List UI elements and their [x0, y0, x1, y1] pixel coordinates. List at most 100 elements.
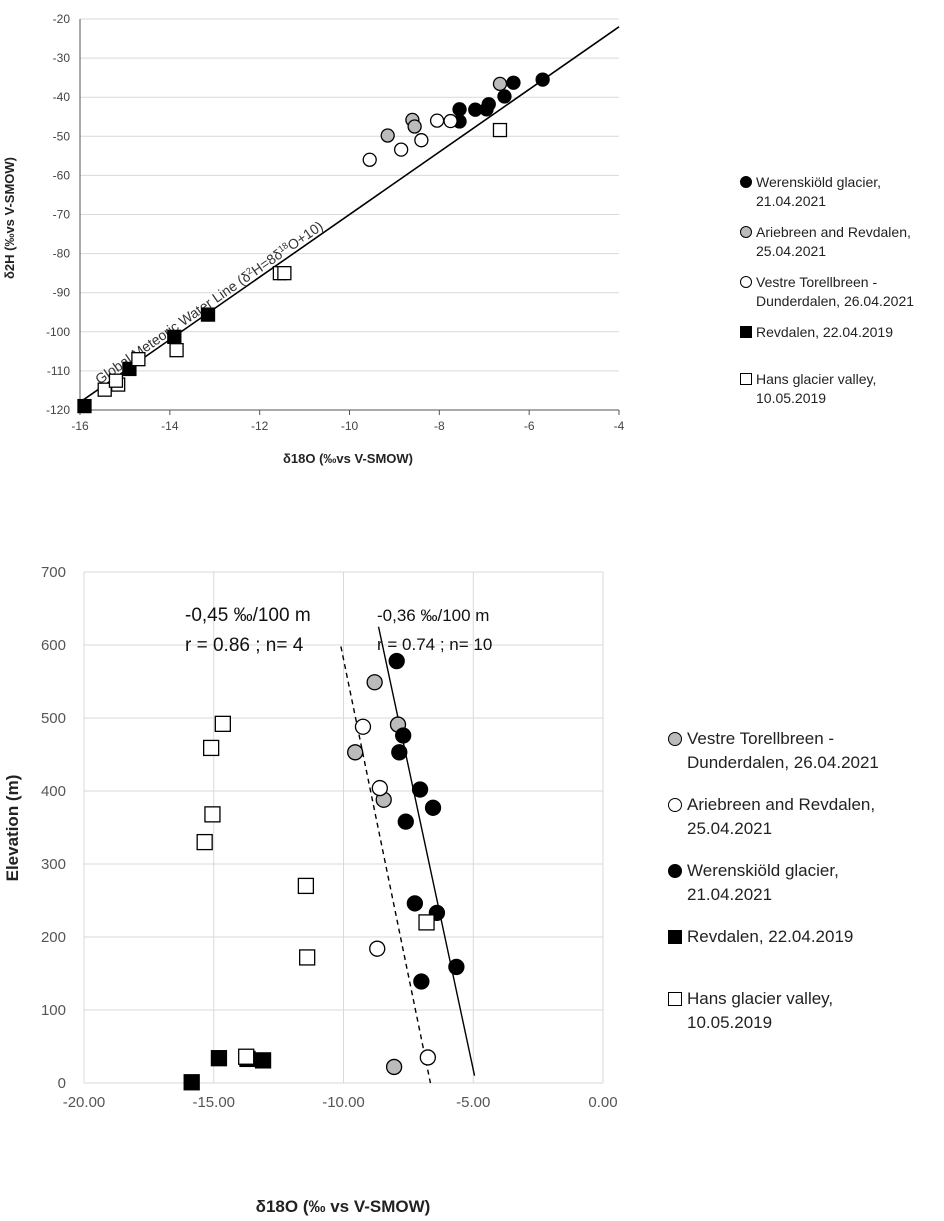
c2-legend-item: Ariebreen and Revdalen, 25.04.2021 — [668, 793, 944, 841]
data-point — [468, 102, 483, 117]
data-point — [169, 343, 184, 358]
c2-annotation-left-stats: r = 0.86 ; n= 4 — [185, 635, 304, 656]
trendline — [377, 626, 476, 1076]
data-point — [254, 1052, 272, 1069]
data-point — [406, 895, 424, 912]
data-point — [411, 781, 429, 798]
trendline — [340, 646, 432, 1084]
data-point — [506, 75, 521, 90]
x-tick-label: -10 — [341, 419, 359, 433]
data-point — [419, 1049, 436, 1066]
y-tick-label: -120 — [46, 403, 70, 417]
data-point — [388, 652, 405, 670]
grey-circle-icon — [668, 732, 682, 746]
data-point — [395, 727, 412, 744]
c1-legend-label: Revdalen, 22.04.2019 — [756, 324, 893, 340]
x-tick-label: -6 — [524, 419, 535, 433]
c2-legend-label: Ariebreen and Revdalen, 25.04.2021 — [687, 795, 876, 838]
data-point — [362, 152, 377, 167]
y-tick-label: -30 — [53, 51, 71, 65]
data-point — [391, 744, 408, 761]
c1-legend-label: Ariebreen and Revdalen, 25.04.2021 — [756, 224, 911, 259]
data-point — [414, 133, 429, 148]
c1-gridlines — [80, 18, 619, 372]
c1-legend-item: Revdalen, 22.04.2019 — [740, 323, 944, 342]
c2-gridlines — [83, 571, 604, 1084]
data-point — [167, 329, 182, 345]
data-point — [407, 119, 422, 134]
c1-legend-item: Werenskiöld glacier, 21.04.2021 — [740, 173, 944, 211]
c2-legend-label: Revdalen, 22.04.2019 — [687, 927, 854, 946]
y-tick-label: 700 — [41, 564, 66, 581]
y-tick-label: -70 — [53, 208, 71, 222]
c1-legend-item: Hans glacier valley, 10.05.2019 — [740, 370, 944, 408]
data-point — [371, 779, 388, 797]
c2-legend-item: Hans glacier valley, 10.05.2019 — [668, 987, 944, 1035]
data-point — [397, 813, 414, 830]
y-tick-label: -110 — [47, 364, 70, 378]
open-circle-icon — [668, 798, 682, 812]
filled-circle-icon — [668, 864, 682, 878]
c1-legend-label: Vestre Torellbreen - Dunderdalen, 26.04.… — [756, 274, 915, 309]
data-point — [452, 102, 467, 117]
c2-y-axis-title: Elevation (m) — [3, 775, 22, 882]
data-point — [347, 744, 364, 761]
y-tick-label: -90 — [53, 286, 71, 300]
superscript: 18 — [276, 240, 290, 254]
data-point — [299, 949, 316, 966]
data-point — [366, 674, 383, 691]
data-point — [448, 958, 465, 976]
data-point — [183, 1074, 200, 1091]
open-circle-icon — [740, 276, 752, 288]
c2-annotation-right-stats: r = 0.74 ; n= 10 — [377, 635, 492, 654]
c2-x-axis-title: δ18O (‰ vs V-SMOW) — [256, 1197, 431, 1216]
grey-circle-icon — [740, 226, 752, 238]
y-tick-label: -100 — [46, 325, 70, 339]
data-point — [369, 940, 386, 957]
filled-circle-icon — [740, 176, 752, 188]
c1-data-points — [77, 72, 550, 414]
x-tick-label: -5.00 — [456, 1094, 490, 1111]
c1-x-axis-title: δ18O (‰vs V-SMOW) — [283, 451, 413, 466]
x-tick-label: -10.00 — [322, 1094, 365, 1111]
open-square-icon — [740, 373, 752, 385]
y-tick-label: 300 — [41, 856, 66, 873]
c1-legend-label: Hans glacier valley, 10.05.2019 — [756, 371, 877, 406]
x-tick-label: -8 — [434, 419, 445, 433]
data-point — [203, 739, 220, 757]
x-tick-label: -4 — [614, 419, 625, 433]
c1-legend-label: Werenskiöld glacier, 21.04.2021 — [756, 174, 882, 209]
data-point — [413, 973, 430, 990]
y-tick-label: 200 — [41, 929, 66, 946]
data-point — [535, 72, 550, 87]
y-tick-label: 0 — [58, 1075, 66, 1092]
open-square-icon — [668, 992, 682, 1006]
data-point — [354, 718, 372, 735]
c2-legend: Vestre Torellbreen - Dunderdalen, 26.04.… — [668, 727, 944, 1053]
data-point — [492, 122, 508, 138]
c1-legend: Werenskiöld glacier, 21.04.2021 Ariebree… — [740, 173, 944, 420]
c2-annotation-right-slope: -0,36 ‰/100 m — [377, 606, 489, 625]
c2-legend-item: Werenskiöld glacier, 21.04.2021 — [668, 859, 944, 907]
c2-data-points — [183, 652, 465, 1091]
data-point — [497, 89, 512, 104]
filled-square-icon — [740, 326, 752, 338]
data-point — [297, 877, 315, 895]
data-point — [443, 113, 458, 129]
c1-legend-item: Vestre Torellbreen - Dunderdalen, 26.04.… — [740, 273, 944, 311]
y-tick-label: -60 — [53, 168, 71, 182]
data-point — [196, 833, 213, 851]
y-tick-label: -40 — [53, 90, 71, 104]
data-point — [210, 1050, 228, 1067]
data-point — [77, 398, 92, 414]
data-point — [200, 307, 216, 322]
x-tick-label: -16 — [71, 419, 89, 433]
data-point — [214, 715, 231, 732]
x-tick-label: -15.00 — [192, 1094, 235, 1111]
c2-legend-item: Vestre Torellbreen - Dunderdalen, 26.04.… — [668, 727, 944, 775]
c2-legend-label: Werenskiöld glacier, 21.04.2021 — [687, 861, 839, 904]
c1-y-axis-title: δ2H (‰vs V-SMOW) — [2, 157, 17, 279]
data-point — [108, 373, 124, 388]
c2-annotation-left-slope: -0,45 ‰/100 m — [185, 605, 311, 626]
c2-legend-label: Vestre Torellbreen - Dunderdalen, 26.04.… — [687, 729, 879, 772]
